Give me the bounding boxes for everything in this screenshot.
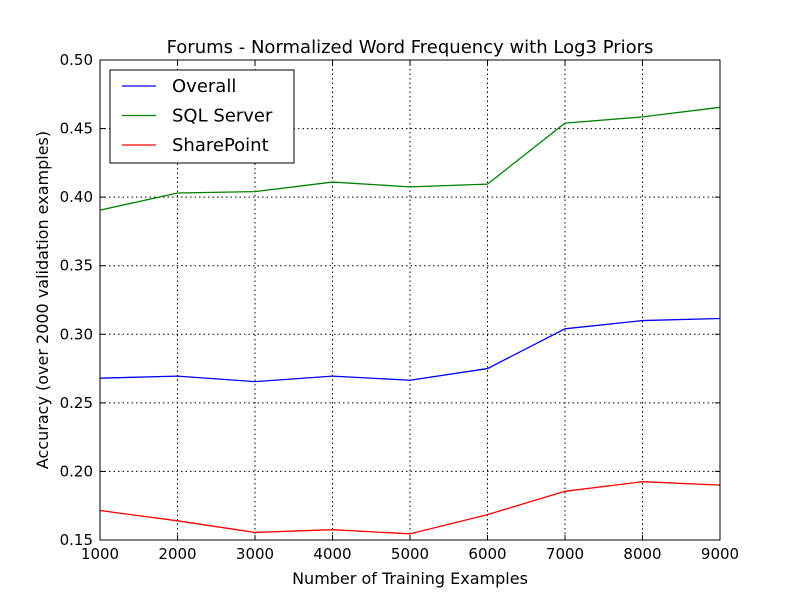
y-tick-label: 0.25 [60, 394, 93, 412]
x-tick-label: 7000 [546, 545, 584, 563]
chart-title: Forums - Normalized Word Frequency with … [167, 37, 654, 58]
grid [100, 60, 720, 540]
axis-ticks: 1000 2000 3000 4000 5000 6000 7000 8000 9000 0.15… [60, 51, 740, 563]
x-tick-label: 3000 [236, 545, 274, 563]
x-axis-label: Number of Training Examples [292, 569, 528, 588]
legend: Overall SQL Server SharePoint [109, 69, 295, 164]
y-tick-label: 0.45 [60, 120, 93, 138]
y-tick-label: 0.20 [60, 462, 93, 480]
legend-label: SharePoint [172, 135, 269, 156]
x-tick-label: 8000 [623, 545, 661, 563]
series-line-sharepoint [99, 481, 721, 535]
x-tick-label: 2000 [158, 545, 196, 563]
series-line-overall [99, 317, 721, 383]
legend-label: Overall [172, 76, 236, 97]
y-tick-label: 0.40 [60, 188, 93, 206]
x-tick-label: 5000 [391, 545, 429, 563]
y-tick-label: 0.15 [60, 531, 93, 549]
x-tick-label: 1000 [81, 545, 119, 563]
y-tick-label: 0.35 [60, 257, 93, 275]
x-tick-label: 9000 [701, 545, 739, 563]
y-tick-label: 0.30 [60, 325, 93, 343]
x-tick-label: 4000 [313, 545, 351, 563]
series-line-sql-server [99, 106, 721, 211]
y-axis-label: Accuracy (over 2000 validation examples) [33, 131, 52, 469]
series-lines [99, 106, 721, 535]
y-tick-label: 0.50 [60, 51, 93, 69]
legend-label: SQL Server [172, 106, 273, 127]
x-tick-label: 6000 [468, 545, 506, 563]
